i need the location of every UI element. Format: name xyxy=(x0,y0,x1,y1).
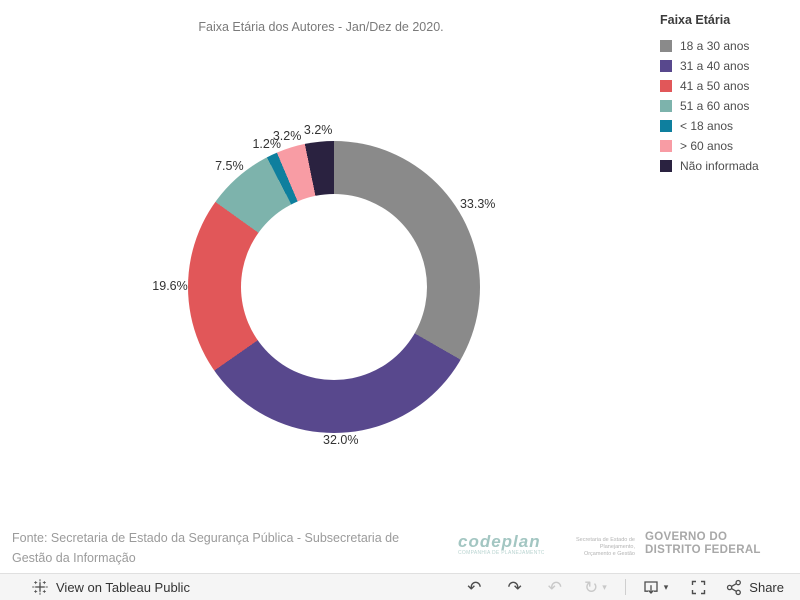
codeplan-tagline: COMPANHIA DE PLANEJAMENTO DO DISTRITO FE… xyxy=(458,550,544,556)
donut-hole xyxy=(241,194,427,380)
legend-item-label: 31 a 40 anos xyxy=(680,59,750,73)
codeplan-logo: codeplan COMPANHIA DE PLANEJAMENTO DO DI… xyxy=(458,533,548,556)
refresh-button[interactable]: ↻ ▾ xyxy=(584,579,607,596)
legend-title: Faixa Etária xyxy=(660,13,731,27)
legend-item-label: < 18 anos xyxy=(680,119,734,133)
undo-button[interactable]: ↶ xyxy=(467,579,481,596)
download-icon xyxy=(642,579,660,596)
view-on-tableau-public-link[interactable]: View on Tableau Public xyxy=(32,579,190,595)
refresh-caret-icon: ▾ xyxy=(602,581,607,592)
undo-icon: ↶ xyxy=(467,577,482,597)
tableau-toolbar: View on Tableau Public ↶ ↷ ↶ ↻ ▾ xyxy=(0,573,800,600)
legend-item[interactable]: Não informada xyxy=(660,156,795,176)
slice-percent-label: 1.2% xyxy=(252,137,281,152)
codeplan-logo-text: codeplan xyxy=(458,532,541,551)
governo-df-logo: GOVERNO DO DISTRITO FEDERAL xyxy=(645,531,761,556)
legend-rows: 18 a 30 anos 31 a 40 anos 41 a 50 anos 51 a… xyxy=(660,36,795,176)
slice-percent-label: 19.6% xyxy=(152,278,188,293)
refresh-icon: ↻ xyxy=(583,577,599,597)
legend-swatch xyxy=(660,80,672,92)
slice-percent-label: 3.2% xyxy=(303,122,333,137)
legend-item[interactable]: 31 a 40 anos xyxy=(660,56,795,76)
toolbar-divider xyxy=(624,579,626,595)
fullscreen-icon xyxy=(690,579,707,596)
share-label: Share xyxy=(749,579,784,595)
slice-percent-label: 3.2% xyxy=(272,129,302,144)
download-caret-icon: ▾ xyxy=(663,581,669,592)
legend-swatch xyxy=(660,60,672,72)
revert-button[interactable]: ↶ xyxy=(548,579,562,596)
share-button[interactable]: Share xyxy=(725,579,784,596)
fullscreen-button[interactable] xyxy=(690,579,707,596)
legend-item[interactable]: 18 a 30 anos xyxy=(660,36,795,56)
chart-title: Faixa Etária dos Autores - Jan/Dez de 20… xyxy=(198,20,444,34)
donut-chart: 33.3% 32.0% 19.6% 7.5% 1.2% 3.2% 3.2% xyxy=(152,123,495,447)
legend-swatch xyxy=(660,100,672,112)
redo-icon: ↷ xyxy=(507,577,522,597)
legend-item[interactable]: > 60 anos xyxy=(660,136,795,156)
legend-swatch xyxy=(660,140,672,152)
legend-item-label: Não informada xyxy=(680,159,759,173)
toolbar-actions: ↶ ↷ ↶ ↻ ▾ ▾ xyxy=(467,579,784,596)
source-caption: Fonte: Secretaria de Estado da Segurança… xyxy=(12,531,400,565)
share-icon xyxy=(725,579,743,596)
redo-button[interactable]: ↷ xyxy=(507,579,521,596)
legend-item[interactable]: 51 a 60 anos xyxy=(660,96,795,116)
download-button[interactable]: ▾ xyxy=(642,579,669,596)
slice-percent-label: 33.3% xyxy=(459,196,496,211)
slice-percent-label: 7.5% xyxy=(215,158,244,173)
legend-swatch xyxy=(660,40,672,52)
legend-item[interactable]: 41 a 50 anos xyxy=(660,76,795,96)
tableau-logo-icon xyxy=(32,579,48,595)
view-on-tableau-public-label: View on Tableau Public xyxy=(56,579,190,595)
slice-percent-label: 32.0% xyxy=(322,432,359,447)
legend-item-label: 18 a 30 anos xyxy=(680,39,750,53)
legend-swatch xyxy=(660,160,672,172)
revert-icon: ↶ xyxy=(547,577,562,597)
legend: Faixa Etária 18 a 30 anos 31 a 40 anos 41 … xyxy=(660,13,795,176)
legend-item-label: 41 a 50 anos xyxy=(680,79,750,93)
secretaria-text: Secretaria de Estado de Planejamento, Or… xyxy=(575,537,635,557)
legend-item-label: 51 a 60 anos xyxy=(680,99,750,113)
legend-item[interactable]: < 18 anos xyxy=(660,116,795,136)
legend-item-label: > 60 anos xyxy=(680,139,734,153)
legend-swatch xyxy=(660,120,672,132)
